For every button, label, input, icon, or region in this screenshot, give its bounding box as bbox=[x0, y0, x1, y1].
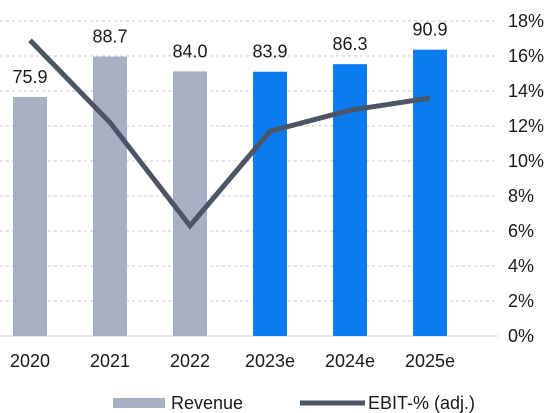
revenue-bar bbox=[13, 96, 47, 336]
right-axis-tick-label: 14% bbox=[508, 81, 544, 101]
right-axis-tick-label: 2% bbox=[508, 291, 534, 311]
x-axis-tick-label: 2024e bbox=[325, 351, 375, 371]
revenue-bar bbox=[253, 71, 287, 336]
bar-data-labels: 75.9 88.7 84.0 83.9 86.3 90.9 bbox=[12, 20, 447, 87]
right-axis-tick-label: 16% bbox=[508, 46, 544, 66]
bar-data-label: 83.9 bbox=[252, 42, 287, 62]
legend-revenue-label: Revenue bbox=[171, 393, 243, 413]
x-axis-tick-label: 2025e bbox=[405, 351, 455, 371]
revenue-bar bbox=[93, 56, 127, 336]
bar-data-label: 84.0 bbox=[172, 41, 207, 61]
revenue-bar bbox=[333, 64, 367, 336]
legend-revenue-swatch bbox=[113, 398, 165, 408]
right-axis-tick-labels: 0% 2% 4% 6% 8% 10% 12% 14% 16% 18% bbox=[508, 11, 544, 346]
x-axis-tick-label: 2022 bbox=[170, 351, 210, 371]
ebit-line bbox=[28, 38, 431, 230]
revenue-bars bbox=[13, 49, 447, 337]
right-axis-tick-label: 10% bbox=[508, 151, 544, 171]
right-axis-tick-label: 6% bbox=[508, 221, 534, 241]
legend: Revenue EBIT-% (adj.) bbox=[113, 393, 475, 413]
right-axis-tick-label: 18% bbox=[508, 11, 544, 31]
bar-data-label: 88.7 bbox=[92, 27, 127, 47]
revenue-bar bbox=[173, 71, 207, 337]
right-axis-tick-label: 4% bbox=[508, 256, 534, 276]
x-axis-tick-label: 2023e bbox=[245, 351, 295, 371]
right-axis-tick-label: 8% bbox=[508, 186, 534, 206]
x-axis-tick-label: 2021 bbox=[90, 351, 130, 371]
bar-data-label: 75.9 bbox=[12, 67, 47, 87]
bar-data-label: 90.9 bbox=[412, 20, 447, 40]
ebit-line-group bbox=[28, 38, 431, 230]
x-axis-tick-label: 2020 bbox=[10, 351, 50, 371]
bar-data-label: 86.3 bbox=[332, 34, 367, 54]
right-axis-tick-label: 12% bbox=[508, 116, 544, 136]
right-axis-tick-label: 0% bbox=[508, 326, 534, 346]
legend-ebit-label: EBIT-% (adj.) bbox=[368, 393, 475, 413]
x-axis-tick-labels: 2020 2021 2022 2023e 2024e 2025e bbox=[10, 351, 455, 371]
revenue-bar bbox=[413, 49, 447, 336]
